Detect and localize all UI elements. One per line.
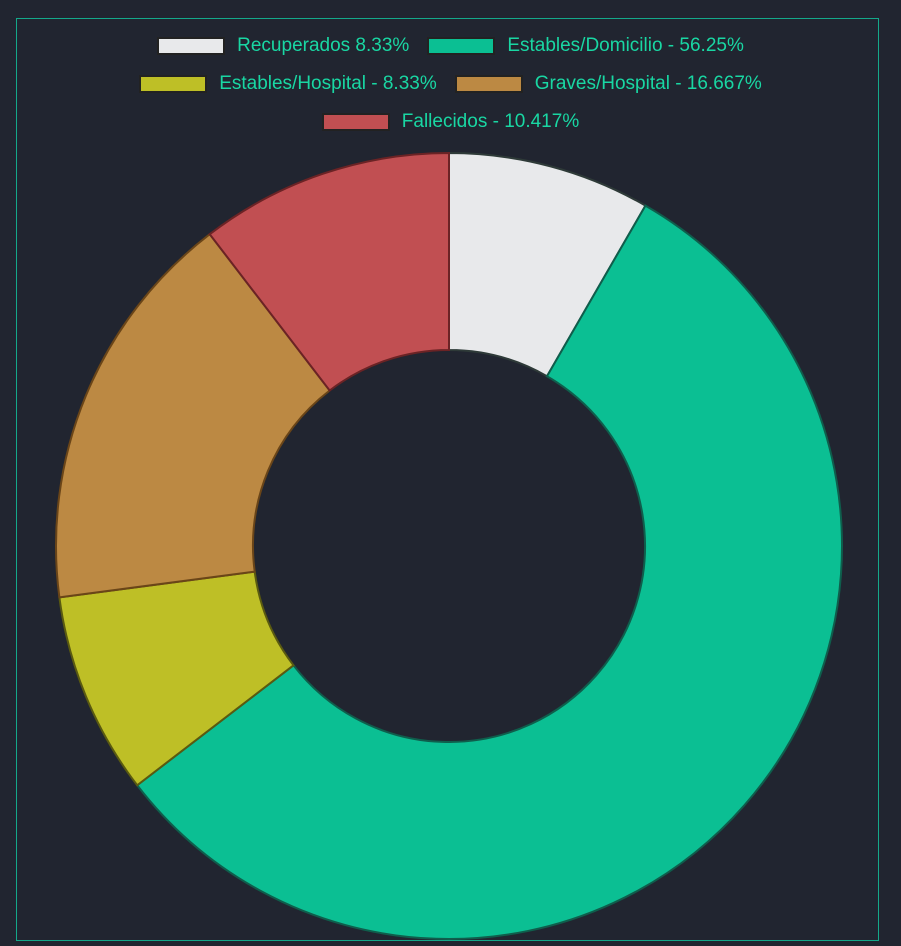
donut-slice-fallecidos[interactable]: [208, 151, 450, 392]
legend-label-estables-domicilio: Estables/Domicilio - 56.25%: [507, 34, 744, 56]
legend-row: Fallecidos - 10.417%: [0, 109, 901, 134]
legend-swatch-graves-hospital: [454, 74, 523, 93]
legend-label-recuperados: Recuperados 8.33%: [237, 34, 410, 56]
legend-swatch-recuperados: [157, 36, 226, 55]
legend-item-estables-hospital[interactable]: Estables/Hospital - 8.33%: [139, 73, 437, 95]
legend-item-graves-hospital[interactable]: Graves/Hospital - 16.667%: [454, 72, 762, 95]
legend-item-fallecidos[interactable]: Fallecidos - 10.417%: [321, 110, 580, 133]
legend-row: Estables/Hospital - 8.33% Graves/Hospita…: [0, 71, 901, 96]
legend-label-graves-hospital: Graves/Hospital - 16.667%: [534, 72, 762, 94]
donut-slice-graves-hospital[interactable]: [55, 232, 332, 599]
legend-swatch-estables-hospital: [139, 74, 208, 93]
legend-row: Recuperados 8.33% Estables/Domicilio - 5…: [0, 33, 901, 58]
legend-item-estables-domicilio[interactable]: Estables/Domicilio - 56.25%: [427, 35, 744, 57]
legend-label-fallecidos: Fallecidos - 10.417%: [401, 110, 580, 132]
legend-swatch-estables-domicilio: [427, 36, 496, 55]
donut-slice-estables-domicilio[interactable]: [135, 204, 843, 940]
legend-item-recuperados[interactable]: Recuperados 8.33%: [157, 35, 409, 57]
chart-frame: [16, 18, 879, 941]
legend-swatch-fallecidos: [321, 112, 390, 131]
chart-legend: Recuperados 8.33% Estables/Domicilio - 5…: [0, 33, 901, 147]
legend-label-estables-hospital: Estables/Hospital - 8.33%: [219, 72, 437, 94]
